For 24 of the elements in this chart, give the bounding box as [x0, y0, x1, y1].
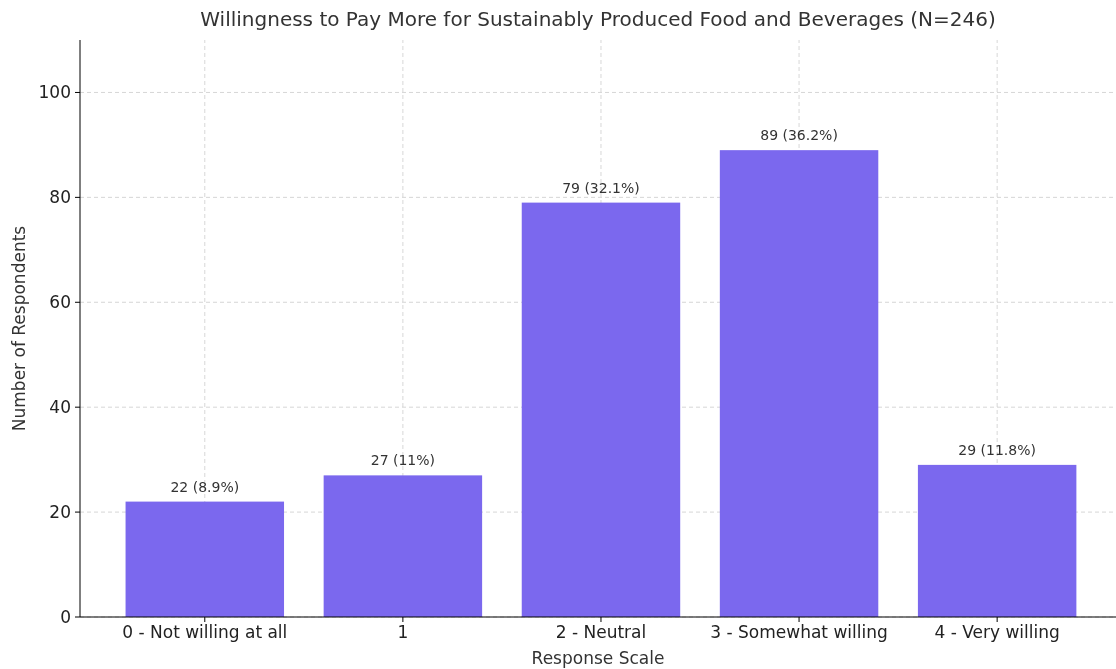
x-tick-label: 3 - Somewhat willing — [710, 622, 888, 642]
data-label: 27 (11%) — [370, 452, 436, 469]
x-tick-label: 4 - Very willing — [934, 622, 1060, 642]
bar — [719, 150, 879, 617]
y-axis-title: Number of Respondents — [9, 225, 29, 432]
data-label: 22 (8.9%) — [170, 478, 240, 495]
bar — [125, 501, 285, 617]
x-axis-title: Response Scale — [531, 648, 665, 668]
y-tick-label: 20 — [49, 502, 71, 523]
bar — [917, 464, 1077, 617]
y-tick-label: 0 — [60, 606, 71, 627]
bar — [521, 202, 681, 617]
x-tick-label: 0 - Not willing at all — [122, 622, 288, 642]
chart-title: Willingness to Pay More for Sustainably Produced Food and Beverages (N=246) — [200, 7, 996, 31]
y-tick-label: 60 — [49, 292, 71, 313]
bar — [323, 475, 483, 617]
data-label: 89 (36.2%) — [760, 127, 838, 144]
data-label: 29 (11.8%) — [958, 441, 1036, 458]
x-tick-label: 1 — [397, 622, 409, 642]
data-label: 79 (32.1%) — [562, 179, 640, 196]
x-tick-label: 2 - Neutral — [555, 622, 647, 642]
y-tick-label: 40 — [49, 397, 71, 418]
y-tick-label: 100 — [38, 82, 71, 103]
y-tick-label: 80 — [49, 187, 71, 208]
